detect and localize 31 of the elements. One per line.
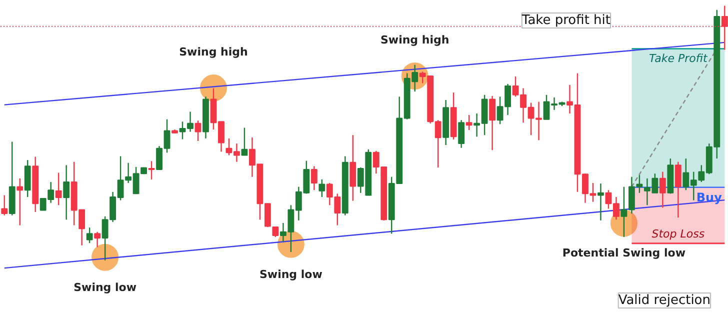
candlestick (458, 119, 465, 148)
candlestick (241, 127, 248, 156)
candlestick (318, 178, 326, 198)
candlestick (194, 120, 202, 142)
candlestick (659, 171, 666, 208)
point (92, 244, 119, 271)
candlestick (16, 178, 24, 226)
candlestick (489, 95, 496, 151)
candlestick (1, 194, 8, 216)
text: Swing low (74, 280, 137, 294)
annotation: Swing high (179, 46, 248, 58)
candlestick (86, 226, 93, 244)
candlestick (310, 166, 318, 191)
candlestick (94, 231, 101, 248)
candlestick (55, 172, 62, 206)
candlestick (674, 161, 682, 218)
annotation: Swing high (380, 34, 450, 47)
candlestick (148, 160, 155, 180)
series-label: Take Profit (649, 52, 708, 65)
text: Valid rejection (618, 293, 711, 308)
text: Swing low (259, 268, 322, 281)
candlestick (24, 159, 31, 198)
annotation: Potential Swing low (562, 246, 686, 260)
series-label: Stop Loss (652, 227, 705, 240)
candlestick (272, 226, 279, 238)
candlestick (598, 182, 604, 222)
candlestick (350, 134, 356, 202)
candlestick (466, 114, 472, 131)
series-label: Buy (696, 190, 722, 204)
candlestick (63, 164, 70, 220)
annotation: Take profit hit (520, 13, 611, 28)
